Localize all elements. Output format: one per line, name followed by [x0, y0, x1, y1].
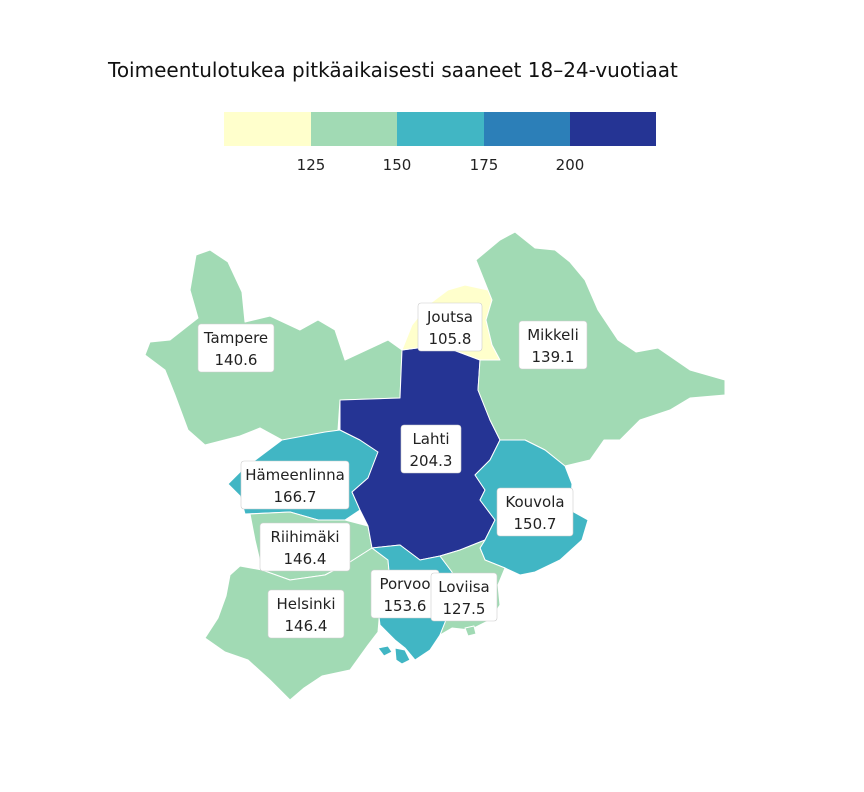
region-name: Lahti — [412, 430, 449, 448]
region-value: 204.3 — [410, 452, 453, 470]
region-name: Kouvola — [505, 493, 564, 511]
legend-tick-label: 125 — [297, 156, 326, 174]
region-label-box — [197, 323, 275, 373]
region-labels: Tampere 140.6 Joutsa 105.8 Mikkeli 139.1 Lahti… — [197, 302, 588, 639]
region-label: Tampere 140.6 — [197, 323, 275, 373]
region-label: Hämeenlinna 166.7 — [240, 460, 350, 510]
color-legend: 125 150 175 200 — [224, 112, 656, 174]
region-label: Lahti 204.3 — [400, 424, 462, 474]
region-value: 146.4 — [284, 550, 327, 568]
region-label-box — [400, 424, 462, 474]
legend-tick-label: 150 — [383, 156, 412, 174]
region-label: Porvoo 153.6 — [370, 569, 440, 619]
region-label-box — [240, 460, 350, 510]
legend-swatch-4 — [484, 112, 570, 146]
region-value: 146.4 — [285, 617, 328, 635]
map-title: Toimeentulotukea pitkäaikaisesti saaneet… — [107, 58, 678, 82]
legend-swatch-2 — [311, 112, 397, 146]
region-label-box — [417, 302, 483, 352]
region-value: 139.1 — [532, 348, 575, 366]
legend-swatch-3 — [397, 112, 484, 146]
legend-swatch-5 — [570, 112, 656, 146]
region-porvoo-island — [377, 645, 393, 657]
region-label-box — [496, 487, 574, 537]
legend-tick-label: 175 — [470, 156, 499, 174]
region-name: Mikkeli — [527, 326, 579, 344]
region-value: 105.8 — [429, 330, 472, 348]
region-value: 140.6 — [215, 351, 258, 369]
region-name: Helsinki — [276, 595, 335, 613]
region-label-box — [430, 572, 498, 622]
region-value: 150.7 — [514, 515, 557, 533]
region-label: Loviisa 127.5 — [430, 572, 498, 622]
region-name: Joutsa — [426, 308, 473, 326]
region-label: Helsinki 146.4 — [267, 589, 345, 639]
region-mikkeli — [475, 231, 726, 467]
region-value: 127.5 — [443, 600, 486, 618]
region-label: Mikkeli 139.1 — [518, 320, 588, 370]
region-label: Kouvola 150.7 — [496, 487, 574, 537]
region-value: 153.6 — [384, 597, 427, 615]
region-label-box — [259, 522, 351, 572]
region-name: Tampere — [203, 329, 268, 347]
region-name: Hämeenlinna — [245, 466, 345, 484]
region-name: Porvoo — [379, 575, 430, 593]
region-name: Loviisa — [438, 578, 490, 596]
legend-tick-label: 200 — [556, 156, 585, 174]
region-porvoo-island — [394, 647, 411, 665]
legend-swatch-1 — [224, 112, 311, 146]
region-label-box — [518, 320, 588, 370]
region-loviisa-island — [464, 625, 477, 637]
region-name: Riihimäki — [270, 528, 339, 546]
region-label-box — [267, 589, 345, 639]
region-value: 166.7 — [274, 488, 317, 506]
region-label: Joutsa 105.8 — [417, 302, 483, 352]
region-label: Riihimäki 146.4 — [259, 522, 351, 572]
